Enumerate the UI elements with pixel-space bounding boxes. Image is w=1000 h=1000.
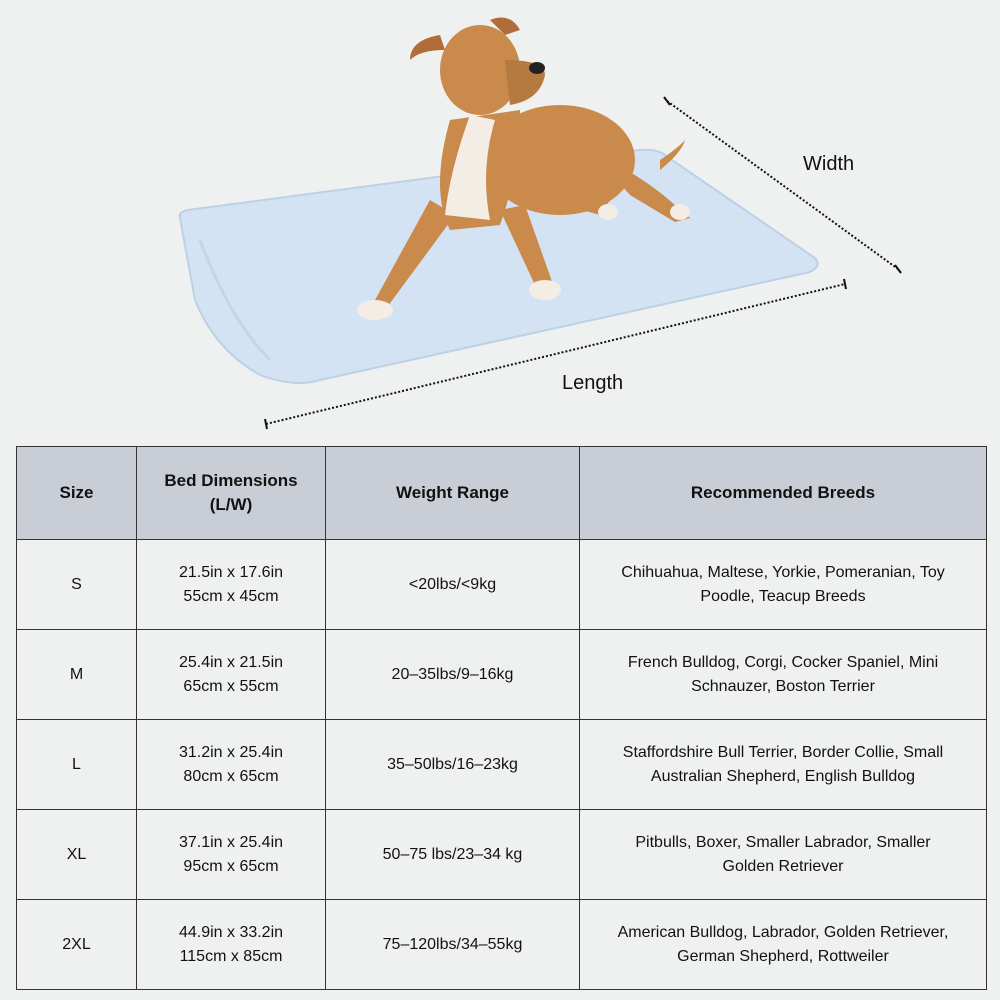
header-bed-dimensions: Bed Dimensions (L/W) bbox=[136, 446, 326, 540]
table-row: XL 37.1in x 25.4in 95cm x 65cm 50–75 lbs/23… bbox=[16, 809, 987, 900]
dimensions-cell: 21.5in x 17.6in 55cm x 45cm bbox=[136, 539, 326, 630]
width-dimension-line bbox=[663, 96, 902, 274]
weight-cell: <20lbs/<9kg bbox=[325, 539, 580, 630]
breeds-cell: Pitbulls, Boxer, Smaller Labrador, Small… bbox=[579, 809, 987, 900]
dimensions-cell: 25.4in x 21.5in 65cm x 55cm bbox=[136, 629, 326, 720]
header-weight-range: Weight Range bbox=[325, 446, 580, 540]
size-cell: S bbox=[16, 539, 137, 630]
breeds-cell: Chihuahua, Maltese, Yorkie, Pomeranian, … bbox=[579, 539, 987, 630]
breeds-cell: Staffordshire Bull Terrier, Border Colli… bbox=[579, 719, 987, 810]
dog bbox=[357, 17, 690, 320]
dimensions-cell: 44.9in x 33.2in 115cm x 85cm bbox=[136, 899, 326, 990]
length-dimension-line bbox=[264, 278, 847, 430]
size-cell: M bbox=[16, 629, 137, 720]
size-cell: 2XL bbox=[16, 899, 137, 990]
table-row: M 25.4in x 21.5in 65cm x 55cm 20–35lbs/9–16… bbox=[16, 629, 987, 720]
size-cell: L bbox=[16, 719, 137, 810]
size-cell: XL bbox=[16, 809, 137, 900]
breeds-cell: French Bulldog, Corgi, Cocker Spaniel, M… bbox=[579, 629, 987, 720]
table-row: L 31.2in x 25.4in 80cm x 65cm 35–50lbs/16–2… bbox=[16, 719, 987, 810]
table-header-row: Size Bed Dimensions (L/W) Weight Range Re… bbox=[16, 446, 987, 540]
width-label: Width bbox=[803, 153, 855, 175]
header-recommended-breeds: Recommended Breeds bbox=[579, 446, 987, 540]
table-row: S 21.5in x 17.6in 55cm x 45cm <20lbs/<9kg Ch… bbox=[16, 539, 987, 630]
weight-cell: 50–75 lbs/23–34 kg bbox=[325, 809, 580, 900]
weight-cell: 35–50lbs/16–23kg bbox=[325, 719, 580, 810]
size-chart-table: Size Bed Dimensions (L/W) Weight Range Re… bbox=[16, 446, 987, 990]
table-row: 2XL 44.9in x 33.2in 115cm x 85cm 75–120lbs/… bbox=[16, 899, 987, 990]
length-label: Length bbox=[562, 372, 624, 394]
dimensions-cell: 37.1in x 25.4in 95cm x 65cm bbox=[136, 809, 326, 900]
product-illustration bbox=[178, 17, 902, 430]
breeds-cell: American Bulldog, Labrador, Golden Retri… bbox=[579, 899, 987, 990]
dimensions-cell: 31.2in x 25.4in 80cm x 65cm bbox=[136, 719, 326, 810]
header-size: Size bbox=[16, 446, 137, 540]
weight-cell: 75–120lbs/34–55kg bbox=[325, 899, 580, 990]
weight-cell: 20–35lbs/9–16kg bbox=[325, 629, 580, 720]
